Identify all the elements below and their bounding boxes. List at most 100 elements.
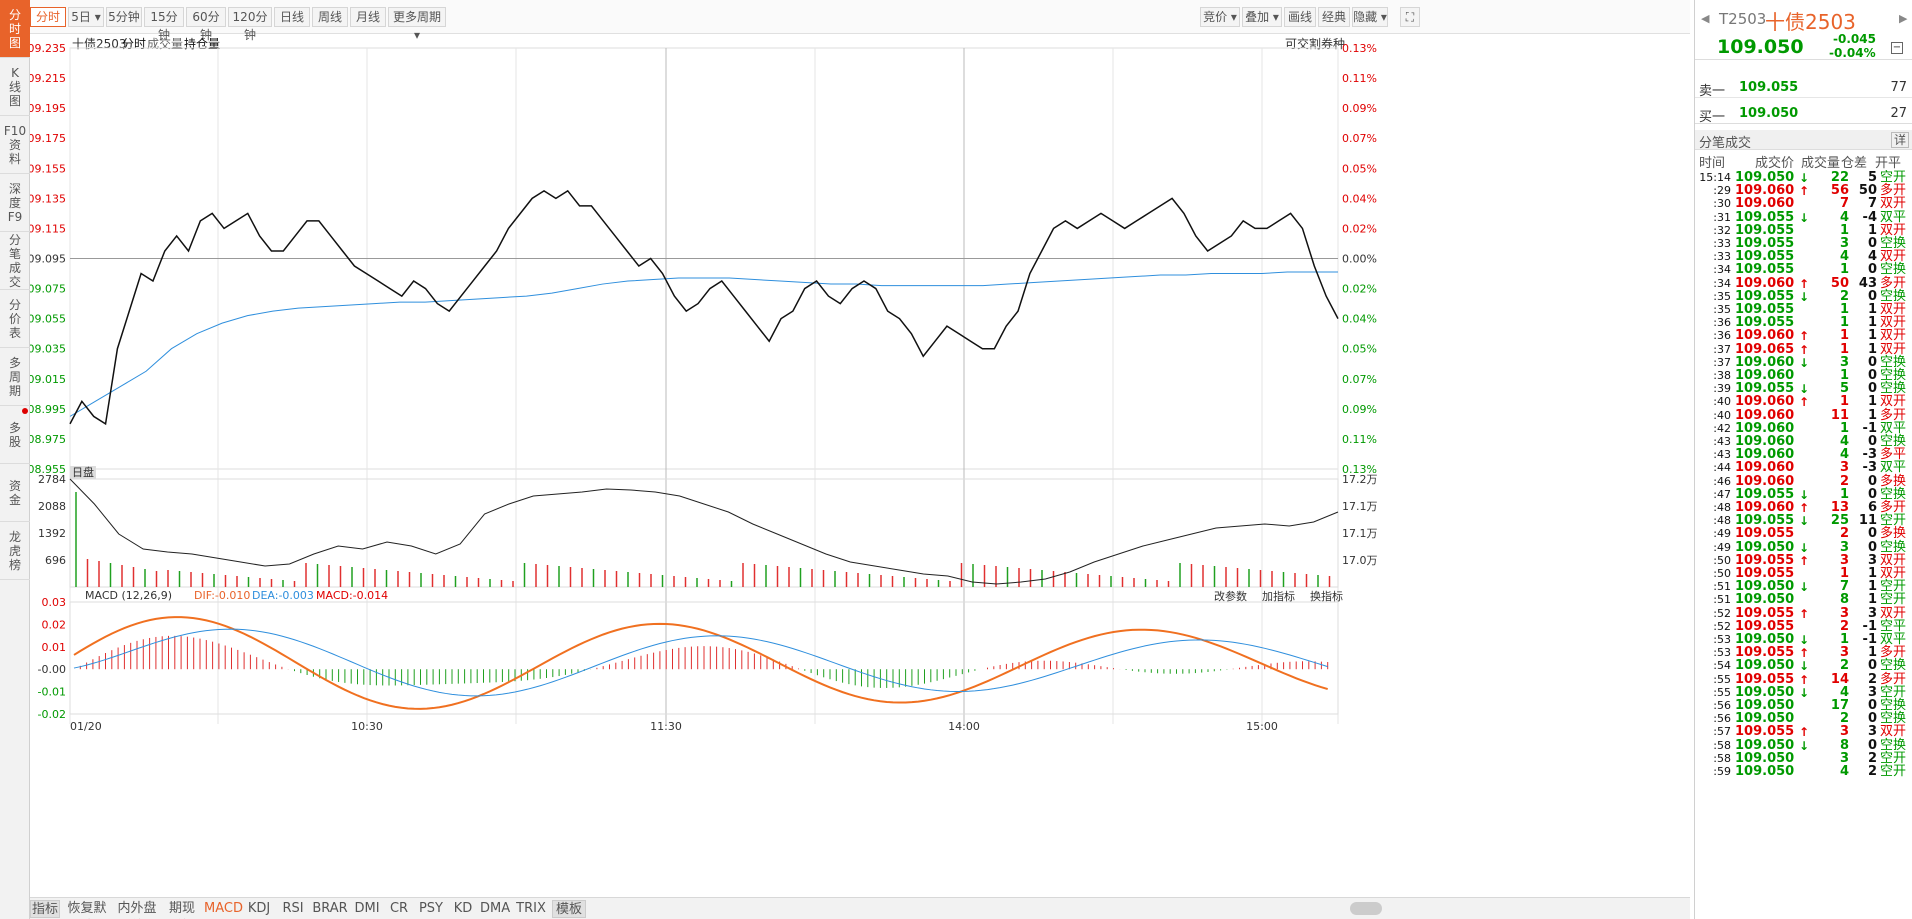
left-tab-char: 料: [8, 151, 21, 166]
tool-3[interactable]: 经典: [1318, 7, 1350, 27]
tick-row: :58 109.050 ↓ 8 0 空换: [1695, 738, 1912, 754]
tick-row: :51 109.050 ↓ 7 1 空开: [1695, 579, 1912, 595]
tick-cell: :58: [1713, 751, 1731, 765]
indicator-tab-11[interactable]: KD: [453, 901, 473, 916]
left-tab-7[interactable]: 多股: [0, 406, 30, 464]
tick-cell: 空开: [1880, 513, 1907, 529]
tick-cell: 15:14: [1699, 171, 1731, 184]
left-tab-char: 多: [8, 420, 21, 435]
period-tab-7[interactable]: 周线: [312, 7, 348, 27]
left-tab-2[interactable]: F10 资料: [0, 116, 30, 174]
tick-cell: 0: [1867, 434, 1877, 449]
indicator-tab-10[interactable]: PSY: [418, 901, 444, 916]
period-tab-4[interactable]: 60分钟: [186, 7, 226, 42]
period-tab-3[interactable]: 15分钟: [144, 7, 184, 42]
tick-row: :40 109.060 11 1 多开: [1695, 408, 1912, 424]
tick-cell: 109.050: [1735, 698, 1795, 713]
macd-tick-label: -0.01: [38, 686, 66, 699]
indicator-tab-7[interactable]: BRAR: [312, 901, 348, 916]
tick-cell: ↓: [1799, 355, 1810, 370]
bid-label: 买一: [1699, 110, 1726, 125]
period-tab-5[interactable]: 120分钟: [228, 7, 272, 42]
tick-cell: ↓: [1799, 685, 1810, 700]
period-tab-8[interactable]: 月线: [350, 7, 386, 27]
indicator-tab-4[interactable]: MACD: [204, 901, 243, 916]
next-contract-arrow-icon[interactable]: ▶: [1899, 12, 1908, 25]
tick-cell: 109.050: [1735, 592, 1795, 608]
tick-row: :43 109.060 4 -3 多平: [1695, 447, 1912, 463]
tick-cell: 109.060: [1735, 460, 1795, 476]
left-tab-char: 榜: [8, 557, 21, 572]
tick-row: :36 109.055 1 1 双开: [1695, 315, 1912, 331]
left-tab-bar: 分时图 K 线图 F10 资料深度 F9 分笔成交分价表多周期多股资金龙虎榜: [0, 0, 30, 919]
left-tab-char: 股: [8, 434, 21, 449]
tick-cell: 空换: [1880, 236, 1907, 251]
volume-panel-frame: [69, 478, 1339, 588]
tick-cell: 多平: [1880, 447, 1907, 463]
tick-cell: :55: [1713, 672, 1731, 686]
tick-cell: 50: [1858, 183, 1877, 199]
ask-volume: 77: [1890, 80, 1907, 95]
left-tab-char: 资: [8, 478, 21, 493]
left-tab-3[interactable]: 深度 F9: [0, 174, 30, 232]
tick-cell: 0: [1867, 381, 1877, 397]
tick-cell: :40: [1713, 395, 1731, 409]
tick-row: :34 109.060 ↑ 50 43 多开: [1695, 276, 1912, 292]
period-tab-1[interactable]: 5日 ▾: [68, 7, 104, 27]
tool-1[interactable]: 叠加 ▾: [1242, 7, 1282, 27]
indicator-tab-6[interactable]: RSI: [282, 901, 304, 916]
left-tab-5[interactable]: 分价表: [0, 290, 30, 348]
tick-cell: 109.060: [1735, 328, 1795, 344]
tick-cell: :51: [1713, 593, 1731, 607]
indicator-tab-8[interactable]: DMI: [354, 901, 380, 916]
tick-cell: 2: [1839, 526, 1849, 542]
tick-cell: 双开: [1880, 341, 1907, 357]
tick-row: :59 109.050 4 2 空开: [1695, 764, 1912, 780]
indicator-tab-12[interactable]: DMA: [480, 901, 511, 916]
ticks-list[interactable]: 15:14 109.050 ↓ 22 5 空开:29 109.060 ↑ 56 50 多开:30 10…: [1695, 170, 1912, 919]
indicator-tab-3[interactable]: 期现差: [168, 901, 195, 916]
indicator-tab-2[interactable]: 内外盘差: [117, 901, 157, 916]
ticks-detail-button[interactable]: 详: [1890, 132, 1909, 148]
period-tab-0[interactable]: 分时: [30, 7, 66, 27]
tick-cell: 1: [1839, 341, 1849, 357]
fullscreen-icon[interactable]: ⛶: [1400, 7, 1420, 27]
tick-cell: 多换: [1880, 473, 1907, 489]
left-tab-4[interactable]: 分笔成交: [0, 232, 30, 290]
collapse-icon[interactable]: −: [1891, 42, 1903, 54]
tick-cell: 1: [1839, 302, 1849, 317]
left-tab-0[interactable]: 分时图: [0, 0, 30, 58]
pct-tick-label: 0.07%: [1342, 373, 1377, 386]
tick-cell: 109.050: [1735, 658, 1795, 674]
tool-4[interactable]: 隐藏 ▾: [1352, 7, 1388, 27]
left-tab-9[interactable]: 龙虎榜: [0, 522, 30, 580]
tool-0[interactable]: 竞价 ▾: [1200, 7, 1240, 27]
toggle-switch[interactable]: [1350, 902, 1382, 915]
tool-2[interactable]: 画线: [1284, 7, 1316, 27]
period-tab-6[interactable]: 日线: [274, 7, 310, 27]
tick-row: :52 109.055 ↑ 3 3 双开: [1695, 606, 1912, 622]
pct-tick-label: 0.05%: [1342, 162, 1377, 175]
tick-cell: 109.055: [1735, 262, 1795, 278]
period-tab-2[interactable]: 5分钟: [106, 7, 142, 27]
tick-cell: 4: [1839, 447, 1849, 463]
indicator-tab-9[interactable]: CR: [389, 901, 409, 916]
indicator-tab-14[interactable]: 模板: [552, 900, 586, 918]
left-tab-6[interactable]: 多周期: [0, 348, 30, 406]
indicator-tab-13[interactable]: TRIX: [516, 901, 546, 916]
tick-cell: 双开: [1880, 394, 1907, 410]
left-tab-char: F9: [7, 209, 23, 224]
period-tab-9[interactable]: 更多周期 ▾: [388, 7, 446, 42]
indicator-tab-1[interactable]: 恢复默认: [67, 901, 107, 916]
tick-cell: 双开: [1880, 315, 1907, 331]
left-tab-8[interactable]: 资金: [0, 464, 30, 522]
tick-cell: 1: [1867, 394, 1877, 410]
pct-tick-label: 0.02%: [1342, 283, 1377, 296]
indicator-tab-0[interactable]: 指标: [30, 900, 60, 918]
tick-cell: 0: [1867, 368, 1877, 383]
indicator-tab-5[interactable]: KDJ: [247, 901, 271, 916]
prev-contract-arrow-icon[interactable]: ◀: [1701, 12, 1710, 25]
macd-dif: DIF:-0.010: [194, 589, 250, 602]
